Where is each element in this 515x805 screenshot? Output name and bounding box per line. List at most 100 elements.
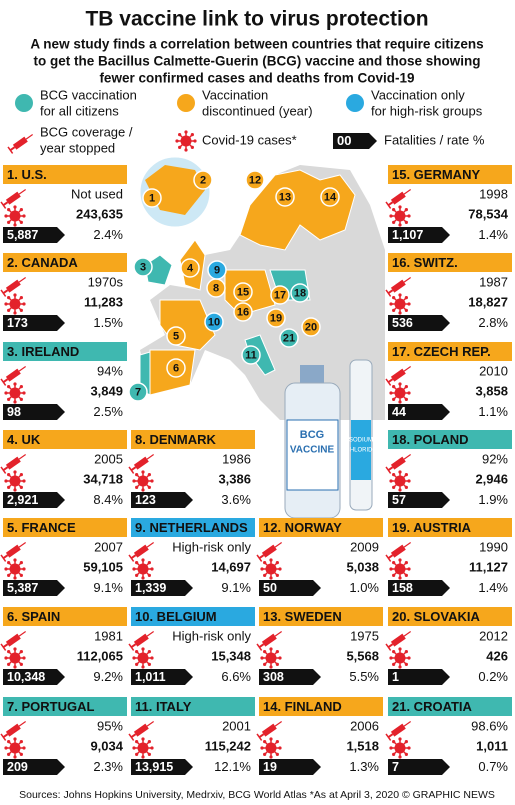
fatality-count: 2,921: [7, 493, 38, 507]
virus-tip: [407, 567, 411, 571]
syringe-handle: [385, 466, 392, 474]
virus-tip: [275, 650, 279, 654]
virus-tip: [398, 205, 402, 209]
syringe-icon: [0, 189, 26, 209]
map-marker-label: 3: [140, 261, 146, 273]
map-marker: [133, 257, 153, 277]
syringe-handle: [385, 289, 392, 297]
syringe-handle: [256, 643, 263, 651]
cases: 112,065: [77, 648, 123, 663]
map-marker: [290, 283, 310, 303]
virus-tip: [141, 665, 145, 669]
rate: 0.7%: [478, 759, 508, 774]
syringe-plunger: [130, 643, 137, 648]
virus-tip: [13, 205, 17, 209]
coverage: 2010: [479, 363, 508, 378]
syringe-icon: [256, 631, 282, 651]
virus-tip: [407, 391, 411, 395]
cases: 3,386: [218, 471, 251, 486]
syringe-handle: [0, 289, 7, 297]
syringe-handle: [385, 643, 392, 651]
coverage: 1981: [94, 628, 123, 643]
fatality-box: [3, 315, 65, 331]
cases: 1,518: [346, 738, 379, 753]
card-header: [3, 342, 127, 361]
country-name: 18. POLAND: [392, 432, 469, 447]
syringe-needle: [403, 454, 411, 460]
legend-text: BCG coverage /: [40, 124, 133, 139]
virus-tip: [263, 740, 267, 744]
syringe-body: [12, 136, 28, 150]
legend-text: Vaccination: [202, 87, 268, 102]
virus-tip: [22, 302, 26, 306]
virus-tip: [135, 752, 139, 756]
virus-tip: [389, 746, 393, 750]
coverage: 2007: [94, 539, 123, 554]
syringe-body: [133, 456, 149, 470]
virus-tip: [19, 296, 23, 300]
virus-tip: [392, 397, 396, 401]
syringe-needle: [18, 631, 26, 637]
virus-tip: [7, 296, 11, 300]
fatality-box: [259, 759, 321, 775]
rate: 1.1%: [478, 404, 508, 419]
card-header: [131, 607, 255, 626]
card-header: [259, 607, 383, 626]
fatality-count: 44: [392, 405, 406, 419]
virus-tip: [263, 662, 267, 666]
virus-tip: [7, 752, 11, 756]
virus-tip: [190, 133, 194, 137]
syringe-needle: [403, 366, 411, 372]
card-header: [388, 697, 512, 716]
card-header: [259, 518, 383, 537]
virus-tip: [19, 573, 23, 577]
rate: 1.3%: [349, 759, 379, 774]
syringe-body: [5, 191, 21, 205]
fatality-count: 13,915: [135, 760, 173, 774]
country-name: 16. SWITZ.: [392, 255, 458, 270]
syringe-icon: [0, 721, 26, 741]
syringe-needle: [403, 631, 411, 637]
syringe-needle: [403, 721, 411, 727]
syringe-plunger: [2, 466, 9, 471]
virus-tip: [278, 567, 282, 571]
syringe-body: [5, 456, 21, 470]
virus-icon: [4, 293, 26, 315]
fatality-count: 5,387: [7, 581, 38, 595]
syringe-plunger: [2, 378, 9, 383]
rate: 2.4%: [93, 227, 123, 242]
virus-icon: [4, 647, 26, 669]
fatality-count: 10,348: [7, 670, 45, 684]
virus-core: [394, 387, 406, 399]
syringe-body: [261, 723, 277, 737]
syringe-needle: [146, 631, 154, 637]
coverage: 1987: [479, 274, 508, 289]
virus-tip: [7, 573, 11, 577]
card-header: [388, 165, 512, 184]
syringe-body: [390, 633, 406, 647]
fatality-count: 158: [392, 581, 413, 595]
virus-tip: [275, 740, 279, 744]
legend-dot: [346, 94, 364, 112]
cases: 3,858: [475, 383, 508, 398]
virus-icon: [132, 647, 154, 669]
virus-tip: [132, 656, 136, 660]
virus-tip: [392, 220, 396, 224]
virus-tip: [13, 647, 17, 651]
country-name: 15. GERMANY: [392, 167, 480, 182]
syringe-icon: [0, 454, 26, 474]
map-marker: [233, 302, 253, 322]
virus-tip: [150, 567, 154, 571]
virus-tip: [263, 650, 267, 654]
virus-core: [137, 742, 149, 754]
syringe-body: [5, 723, 21, 737]
virus-tip: [398, 470, 402, 474]
virus-tip: [389, 656, 393, 660]
syringe-body: [261, 633, 277, 647]
map-marker-label: 14: [324, 191, 337, 203]
virus-tip: [398, 755, 402, 759]
virus-tip: [13, 223, 17, 227]
syringe-plunger: [387, 201, 394, 206]
coverage: 92%: [482, 451, 508, 466]
card-header: [388, 342, 512, 361]
